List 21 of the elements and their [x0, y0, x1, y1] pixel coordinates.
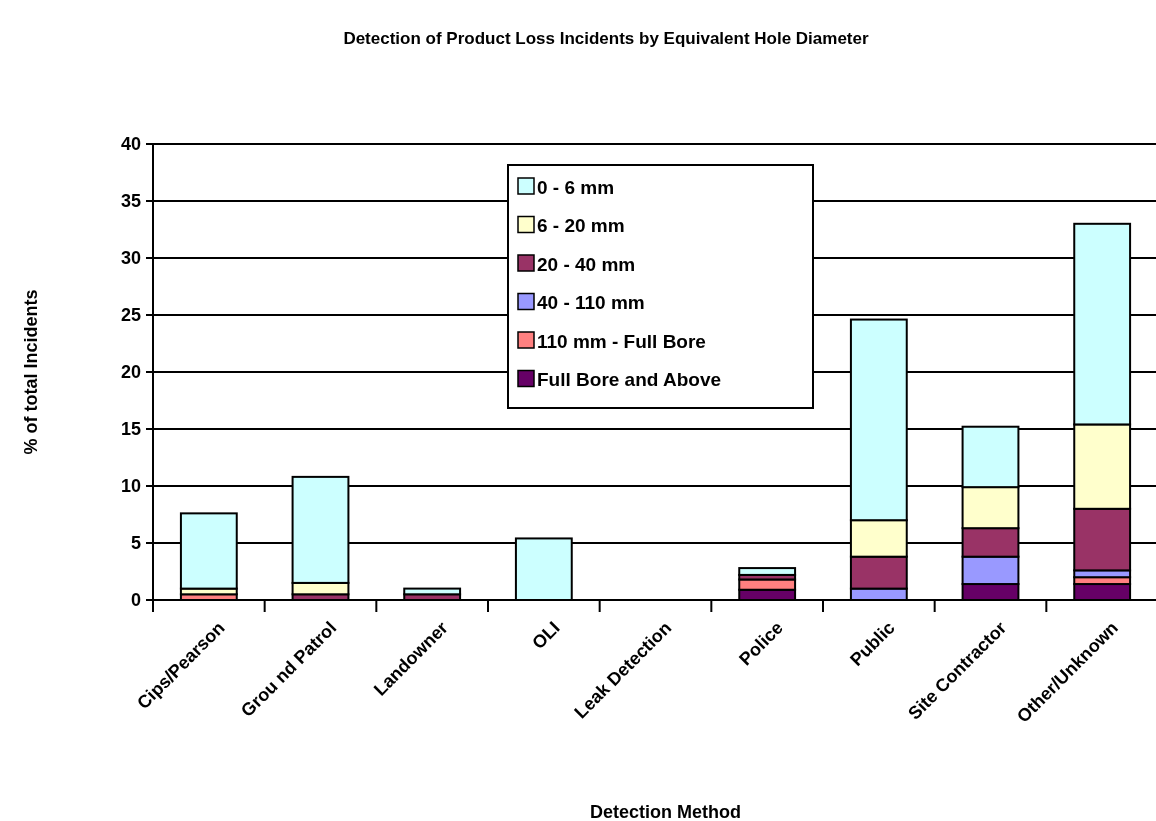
y-tick-label: 15 [120, 419, 141, 440]
y-tick-label: 0 [130, 590, 141, 611]
chart-title: Detection of Product Loss Incidents by Equivalent Hole Diameter [343, 29, 869, 48]
x-axis-title: Detection Method [590, 802, 741, 821]
legend-label: 6 - 20 mm [537, 215, 625, 237]
legend-label: 110 mm - Full Bore [537, 330, 706, 352]
y-tick-label: 30 [120, 248, 141, 269]
y-tick-label: 25 [120, 305, 141, 326]
legend-label: 40 - 110 mm [537, 292, 645, 314]
y-tick-label: 20 [120, 362, 141, 383]
y-tick-label: 40 [120, 134, 141, 155]
x-tick-label: OLI [528, 617, 564, 653]
legend-label: Full Bore and Above [537, 369, 722, 391]
y-tick-label: 5 [130, 533, 141, 554]
legend-label: 20 - 40 mm [537, 253, 636, 275]
bar [738, 567, 797, 576]
y-tick-label: 10 [120, 476, 141, 497]
legend-label: 0 - 6 mm [537, 176, 615, 198]
bar [403, 587, 462, 596]
y-tick-label: 35 [120, 191, 141, 212]
y-axis-title: % of total Incidents [21, 289, 41, 455]
